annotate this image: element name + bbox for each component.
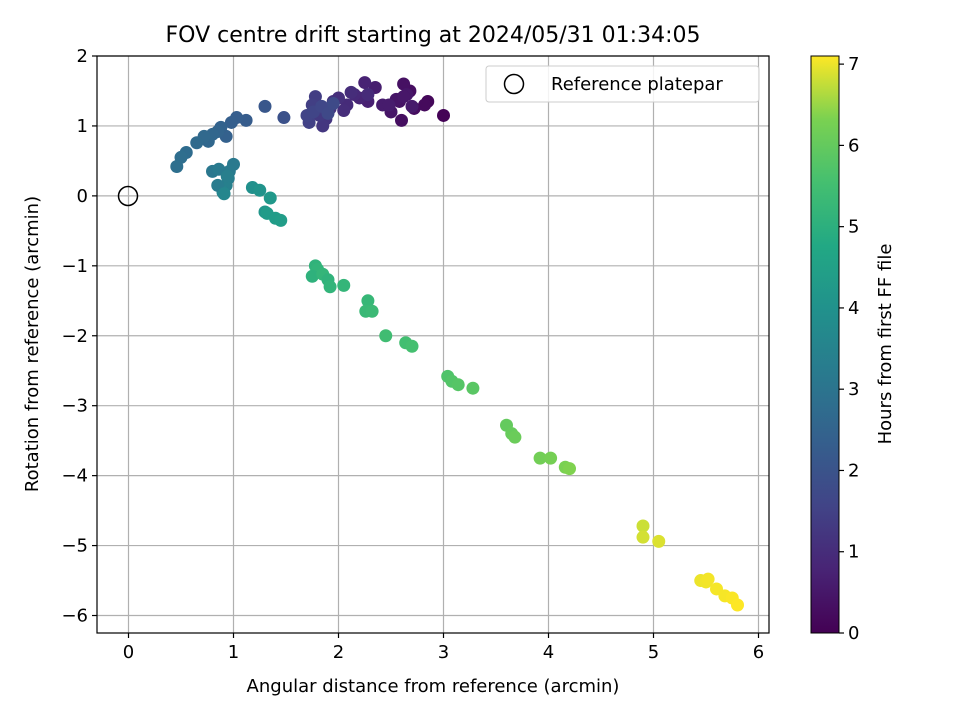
data-point bbox=[563, 462, 576, 476]
x-tick-label: 5 bbox=[648, 642, 659, 663]
reference-marker bbox=[117, 185, 139, 207]
data-point bbox=[701, 572, 715, 586]
data-point bbox=[361, 87, 375, 101]
data-point bbox=[365, 304, 379, 318]
data-point bbox=[220, 169, 234, 183]
y-axis-label: Rotation from reference (arcmin) bbox=[22, 196, 43, 492]
data-point bbox=[274, 213, 288, 227]
y-tick-label: 2 bbox=[77, 46, 88, 67]
data-point bbox=[379, 329, 393, 343]
data-point bbox=[533, 451, 547, 465]
colorbar-tick-label: 0 bbox=[848, 623, 859, 644]
x-tick-label: 4 bbox=[543, 642, 554, 663]
data-point bbox=[337, 104, 351, 118]
data-point bbox=[451, 378, 465, 392]
data-point bbox=[305, 269, 319, 283]
data-point bbox=[652, 534, 666, 548]
colorbar-tick-label: 2 bbox=[848, 460, 859, 481]
legend: Reference platepar bbox=[485, 65, 760, 103]
y-tick-label: 0 bbox=[77, 186, 88, 207]
y-tick-label: 1 bbox=[77, 116, 88, 137]
colorbar-tick-label: 3 bbox=[848, 379, 859, 400]
grid bbox=[97, 55, 769, 633]
data-point bbox=[731, 598, 744, 612]
data-point bbox=[224, 115, 238, 129]
x-axis-label: Angular distance from reference (arcmin) bbox=[247, 676, 620, 697]
y-tick-label: −4 bbox=[61, 466, 88, 487]
y-tick-label: −3 bbox=[61, 396, 88, 417]
colorbar-tick-label: 6 bbox=[848, 135, 859, 156]
data-point bbox=[544, 451, 558, 465]
data-point bbox=[437, 108, 450, 122]
colorbar: 0 1 2 3 4 5 6 7 Hours from first FF file bbox=[810, 54, 896, 644]
legend-box bbox=[485, 65, 760, 103]
data-point bbox=[395, 113, 408, 127]
data-point bbox=[405, 339, 419, 353]
legend-label: Reference platepar bbox=[551, 74, 723, 95]
y-tick-label: −2 bbox=[61, 326, 88, 347]
data-point bbox=[397, 90, 411, 104]
legend-marker-icon bbox=[503, 73, 525, 95]
data-point bbox=[636, 519, 650, 533]
data-point bbox=[190, 136, 204, 150]
colorbar-tick-label: 4 bbox=[848, 298, 859, 319]
colorbar-gradient bbox=[810, 55, 840, 634]
colorbar-tick-label: 5 bbox=[848, 217, 859, 238]
data-point bbox=[170, 160, 184, 174]
data-point bbox=[466, 381, 480, 395]
x-tick-label: 1 bbox=[228, 642, 239, 663]
x-tick-label: 6 bbox=[753, 642, 764, 663]
data-point bbox=[323, 280, 337, 294]
colorbar-ticks: 0 1 2 3 4 5 6 7 bbox=[839, 54, 859, 644]
chart-title: FOV centre drift starting at 2024/05/31 … bbox=[166, 23, 701, 48]
data-point bbox=[217, 187, 231, 201]
x-tick-label: 0 bbox=[123, 642, 134, 663]
colorbar-tick-label: 7 bbox=[848, 54, 859, 75]
y-tick-label: −6 bbox=[61, 606, 88, 627]
data-point bbox=[263, 191, 277, 205]
data-point bbox=[361, 294, 375, 308]
data-point bbox=[344, 85, 358, 99]
data-point bbox=[382, 98, 396, 112]
data-point bbox=[508, 430, 522, 444]
plot-frame bbox=[96, 55, 770, 634]
y-tick-label: −1 bbox=[61, 256, 88, 277]
x-tick-label: 3 bbox=[438, 642, 449, 663]
colorbar-label: Hours from first FF file bbox=[875, 244, 896, 445]
data-points bbox=[170, 76, 744, 612]
data-point bbox=[337, 278, 351, 292]
data-point bbox=[358, 76, 372, 90]
data-point bbox=[316, 119, 330, 133]
data-point bbox=[253, 183, 267, 197]
axis-ticks: 0 1 2 3 4 5 6 2 1 0 −1 −2 −3 −4 −5 −6 bbox=[61, 46, 764, 663]
data-point bbox=[418, 98, 432, 112]
data-point bbox=[397, 77, 411, 91]
data-point bbox=[321, 106, 335, 120]
colorbar-tick-label: 1 bbox=[848, 542, 859, 563]
data-point bbox=[258, 99, 272, 113]
data-point bbox=[326, 97, 340, 111]
data-point bbox=[277, 111, 291, 125]
y-tick-label: −5 bbox=[61, 536, 88, 557]
data-point bbox=[405, 99, 419, 113]
x-tick-label: 2 bbox=[333, 642, 344, 663]
data-point bbox=[636, 530, 650, 544]
